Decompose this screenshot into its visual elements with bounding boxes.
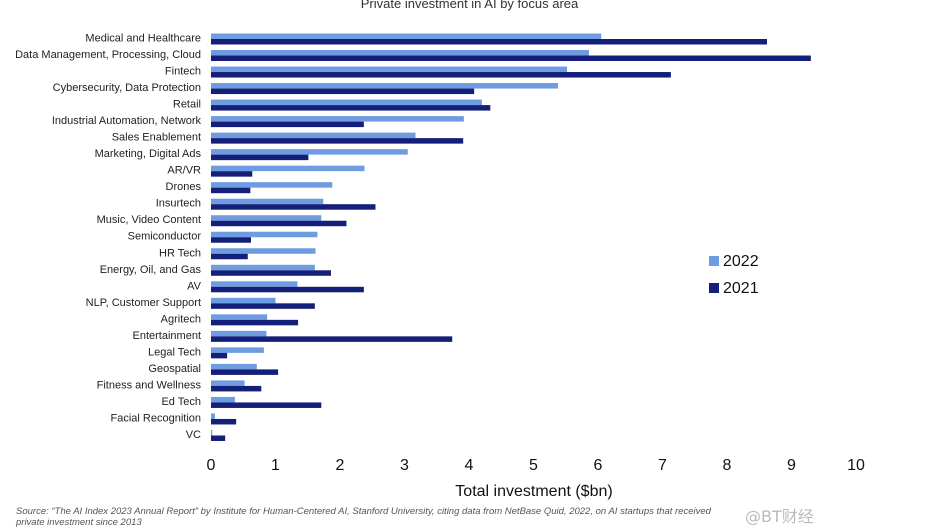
bar-2021-fitness-and-wellness	[211, 385, 262, 392]
category-label-energy-oil-and-gas: Energy, Oil, and Gas	[100, 264, 202, 276]
bar-2021-agritech	[211, 319, 299, 326]
bar-2022-drones	[211, 182, 333, 188]
bar-2021-entertainment	[211, 336, 453, 342]
bar-2021-drones	[211, 187, 251, 194]
bar-2021-medical-and-healthcare	[211, 39, 767, 45]
bar-2021-marketing-digital-ads	[211, 154, 309, 161]
bar-2022-entertainment	[211, 330, 267, 337]
category-label-entertainment: Entertainment	[133, 330, 201, 342]
category-label-nlp-customer-support: NLP, Customer Support	[86, 297, 201, 309]
bar-2022-nlp-customer-support	[211, 297, 276, 304]
x-tick-label-0: 0	[207, 457, 216, 474]
bar-2022-ar-vr	[211, 165, 365, 172]
category-label-retail: Retail	[173, 99, 201, 111]
category-label-data-management-processing-cloud: Data Management, Processing, Cloud	[15, 49, 201, 61]
category-label-insurtech: Insurtech	[156, 198, 201, 210]
bar-2022-ed-tech	[211, 396, 235, 403]
category-labels: Medical and Healthcare Data Management, P…	[15, 33, 202, 441]
bar-2022-geospatial	[211, 363, 257, 370]
category-label-vc: VC	[186, 429, 201, 441]
category-label-industrial-automation-network: Industrial Automation, Network	[52, 115, 202, 127]
category-label-agritech: Agritech	[161, 313, 201, 325]
bar-2021-cybersecurity-data-protection	[211, 88, 475, 95]
bar-2021-industrial-automation-network	[211, 121, 364, 128]
bar-2021-hr-tech	[211, 253, 248, 260]
bar-2022-semiconductor	[211, 231, 318, 238]
bar-2022-insurtech	[211, 198, 324, 205]
bar-2021-retail	[211, 105, 491, 111]
bar-2021-nlp-customer-support	[211, 303, 315, 309]
category-label-legal-tech: Legal Tech	[148, 346, 201, 358]
bar-2021-legal-tech	[211, 352, 228, 359]
legend-label-2021: 2021	[723, 280, 759, 297]
bar-2022-av	[211, 281, 298, 287]
x-tick-label-7: 7	[658, 457, 667, 474]
bar-2022-cybersecurity-data-protection	[211, 83, 559, 89]
bar-2021-facial-recognition	[211, 418, 237, 425]
source-note: Source: “The AI Index 2023 Annual Report…	[16, 506, 711, 528]
category-label-hr-tech: HR Tech	[159, 247, 201, 259]
bar-2021-semiconductor	[211, 237, 251, 243]
bar-2022-energy-oil-and-gas	[211, 264, 315, 271]
bar-2022-fitness-and-wellness	[211, 380, 245, 386]
legend-label-2022: 2022	[723, 253, 759, 270]
x-tick-label-3: 3	[400, 457, 409, 474]
bar-2022-sales-enablement	[211, 132, 416, 139]
bar-2021-energy-oil-and-gas	[211, 270, 331, 276]
x-tick-label-1: 1	[271, 457, 280, 474]
bar-2022-vc	[211, 429, 213, 436]
category-label-music-video-content: Music, Video Content	[97, 214, 201, 226]
x-tick-label-4: 4	[465, 457, 474, 474]
x-tick-label-10: 10	[847, 457, 865, 474]
legend: 2022 2021	[709, 253, 759, 297]
x-axis-ticks: 0 1 2 3 4 5 6 7 8 9 10	[207, 457, 865, 474]
bar-2021-ar-vr	[211, 171, 253, 177]
legend-swatch-2021	[709, 283, 719, 293]
watermark: @BT财经	[745, 507, 814, 526]
bar-2021-av	[211, 286, 364, 293]
x-axis-label: Total investment ($bn)	[455, 483, 612, 500]
bar-2022-agritech	[211, 314, 268, 320]
bar-2021-vc	[211, 435, 226, 441]
category-label-marketing-digital-ads: Marketing, Digital Ads	[95, 148, 202, 160]
x-tick-label-9: 9	[787, 457, 796, 474]
category-label-geospatial: Geospatial	[148, 363, 201, 375]
bar-2022-fintech	[211, 66, 568, 73]
bar-2022-legal-tech	[211, 347, 264, 353]
bar-2022-retail	[211, 99, 482, 106]
category-label-semiconductor: Semiconductor	[128, 231, 202, 243]
category-label-facial-recognition: Facial Recognition	[111, 412, 202, 424]
bar-2021-sales-enablement	[211, 138, 464, 144]
category-label-fitness-and-wellness: Fitness and Wellness	[97, 379, 202, 391]
bar-2022-data-management-processing-cloud	[211, 50, 589, 56]
bar-2021-data-management-processing-cloud	[211, 55, 811, 62]
bar-2022-facial-recognition	[211, 413, 215, 419]
x-tick-label-6: 6	[594, 457, 603, 474]
bar-2022-marketing-digital-ads	[211, 149, 408, 155]
category-label-av: AV	[187, 280, 202, 292]
bar-2022-hr-tech	[211, 248, 316, 254]
category-label-ed-tech: Ed Tech	[161, 396, 201, 408]
bar-2021-music-video-content	[211, 220, 347, 227]
category-label-sales-enablement: Sales Enablement	[112, 132, 201, 144]
bar-2022-industrial-automation-network	[211, 116, 464, 122]
bars-layer	[211, 33, 811, 441]
bar-2021-fintech	[211, 72, 671, 78]
x-tick-label-5: 5	[529, 457, 538, 474]
legend-swatch-2022	[709, 256, 719, 266]
bar-2022-medical-and-healthcare	[211, 33, 602, 39]
category-label-medical-and-healthcare: Medical and Healthcare	[85, 33, 201, 45]
bar-2021-geospatial	[211, 369, 279, 375]
chart-title: Private investment in AI by focus area	[360, 0, 579, 11]
x-tick-label-8: 8	[723, 457, 732, 474]
category-label-cybersecurity-data-protection: Cybersecurity, Data Protection	[53, 82, 201, 94]
x-tick-label-2: 2	[336, 457, 345, 474]
bar-2021-insurtech	[211, 204, 376, 210]
bar-2021-ed-tech	[211, 402, 322, 408]
category-label-ar-vr: AR/VR	[167, 165, 201, 177]
category-label-drones: Drones	[166, 181, 202, 193]
bar-2022-music-video-content	[211, 215, 322, 221]
category-label-fintech: Fintech	[165, 66, 201, 78]
